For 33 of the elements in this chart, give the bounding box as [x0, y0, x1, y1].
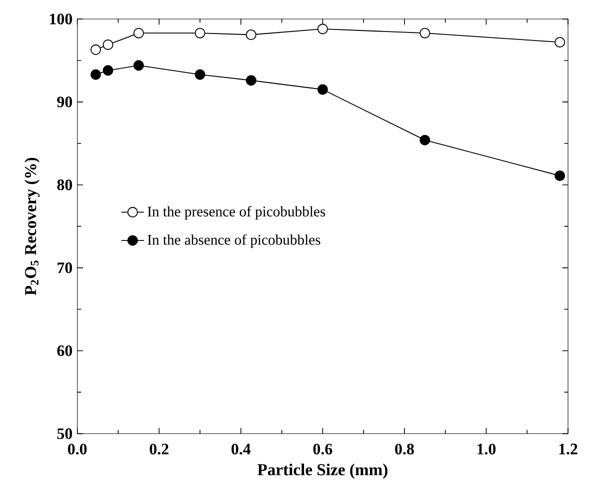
y-tick-label: 80 [57, 179, 72, 190]
point [246, 29, 256, 40]
x-tick-label: 1.2 [559, 444, 578, 454]
y-axis-title: P$_{2}$O$_{5}$ Recovery (%) [24, 158, 40, 296]
point [133, 60, 144, 71]
x-tick-label: 0.6 [313, 444, 332, 455]
y-tick-label: 90 [57, 96, 72, 108]
point [133, 28, 144, 38]
x-axis-title: Particle Size (mm) [258, 464, 388, 479]
x-tick-label: 0.0 [68, 444, 87, 455]
point [317, 24, 328, 34]
y-tick-label: 50 [57, 428, 72, 440]
x-tick-label: 1.0 [478, 444, 496, 455]
point [194, 28, 206, 38]
point [420, 134, 430, 146]
point [90, 44, 101, 55]
y-tick-label: 100 [50, 14, 72, 24]
x-tick-label: 0.4 [232, 444, 251, 455]
point [194, 69, 206, 80]
legend-label: In the presence of picobubbles [148, 206, 326, 220]
point [102, 65, 114, 76]
point [554, 36, 566, 48]
point [246, 75, 256, 86]
point [420, 28, 430, 38]
point [102, 39, 114, 50]
point [317, 84, 328, 95]
point [90, 69, 101, 80]
legend-label: In the absence of picobubbles [148, 234, 320, 248]
y-tick-label: 70 [58, 262, 72, 274]
y-tick-label: 60 [57, 345, 72, 356]
point [554, 170, 566, 182]
x-tick-label: 0.8 [395, 444, 414, 455]
x-tick-label: 0.2 [150, 444, 168, 455]
